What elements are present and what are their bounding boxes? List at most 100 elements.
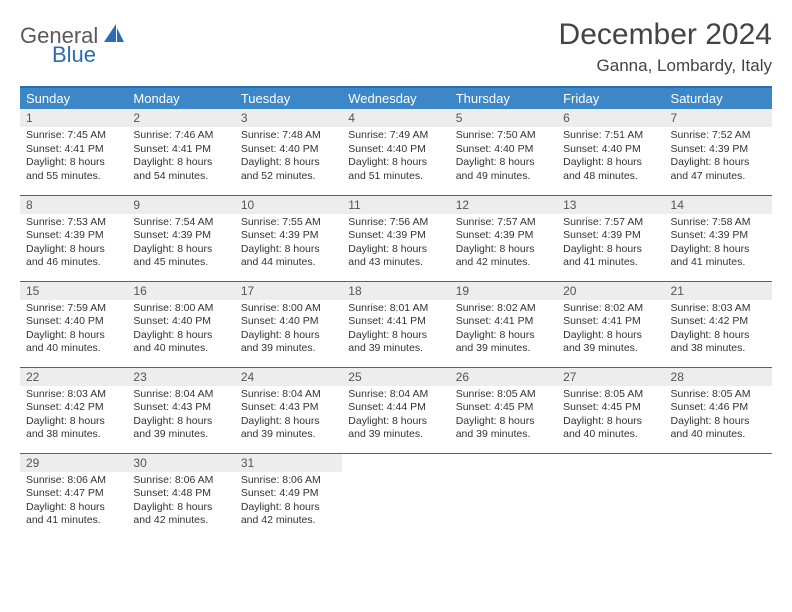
sunrise-line: Sunrise: 8:04 AM — [241, 388, 336, 402]
sunrise-line: Sunrise: 7:59 AM — [26, 302, 121, 316]
day-number: 3 — [235, 109, 342, 127]
calendar-day-cell: 27Sunrise: 8:05 AMSunset: 4:45 PMDayligh… — [557, 367, 664, 453]
daylight-line: Daylight: 8 hours and 39 minutes. — [348, 329, 443, 356]
sunset-line: Sunset: 4:39 PM — [26, 229, 121, 243]
sunset-line: Sunset: 4:39 PM — [671, 143, 766, 157]
calendar-day-cell: 30Sunrise: 8:06 AMSunset: 4:48 PMDayligh… — [127, 453, 234, 539]
daylight-line: Daylight: 8 hours and 39 minutes. — [241, 329, 336, 356]
calendar-day-cell: 16Sunrise: 8:00 AMSunset: 4:40 PMDayligh… — [127, 281, 234, 367]
sunset-line: Sunset: 4:49 PM — [241, 487, 336, 501]
day-number: 10 — [235, 196, 342, 214]
day-number: 26 — [450, 368, 557, 386]
daylight-line: Daylight: 8 hours and 39 minutes. — [348, 415, 443, 442]
daylight-line: Daylight: 8 hours and 38 minutes. — [671, 329, 766, 356]
sunset-line: Sunset: 4:41 PM — [456, 315, 551, 329]
day-number: 30 — [127, 454, 234, 472]
day-number: 6 — [557, 109, 664, 127]
sunset-line: Sunset: 4:43 PM — [241, 401, 336, 415]
day-number: 5 — [450, 109, 557, 127]
day-details: Sunrise: 8:06 AMSunset: 4:49 PMDaylight:… — [235, 472, 342, 533]
logo: General Blue — [20, 18, 126, 49]
calendar-day-cell: 8Sunrise: 7:53 AMSunset: 4:39 PMDaylight… — [20, 195, 127, 281]
daylight-line: Daylight: 8 hours and 41 minutes. — [26, 501, 121, 528]
daylight-line: Daylight: 8 hours and 43 minutes. — [348, 243, 443, 270]
calendar-day-cell: 4Sunrise: 7:49 AMSunset: 4:40 PMDaylight… — [342, 109, 449, 195]
day-number: 1 — [20, 109, 127, 127]
sunrise-line: Sunrise: 8:06 AM — [26, 474, 121, 488]
calendar-day-cell: 2Sunrise: 7:46 AMSunset: 4:41 PMDaylight… — [127, 109, 234, 195]
day-number: 27 — [557, 368, 664, 386]
calendar-day-cell: 12Sunrise: 7:57 AMSunset: 4:39 PMDayligh… — [450, 195, 557, 281]
day-details: Sunrise: 8:05 AMSunset: 4:45 PMDaylight:… — [450, 386, 557, 447]
sunset-line: Sunset: 4:40 PM — [456, 143, 551, 157]
sunrise-line: Sunrise: 8:06 AM — [133, 474, 228, 488]
sunrise-line: Sunrise: 7:52 AM — [671, 129, 766, 143]
day-details: Sunrise: 7:49 AMSunset: 4:40 PMDaylight:… — [342, 127, 449, 188]
calendar-day-cell: 7Sunrise: 7:52 AMSunset: 4:39 PMDaylight… — [665, 109, 772, 195]
day-details: Sunrise: 7:56 AMSunset: 4:39 PMDaylight:… — [342, 214, 449, 275]
sunrise-line: Sunrise: 7:58 AM — [671, 216, 766, 230]
daylight-line: Daylight: 8 hours and 39 minutes. — [563, 329, 658, 356]
calendar-day-cell: 18Sunrise: 8:01 AMSunset: 4:41 PMDayligh… — [342, 281, 449, 367]
day-number: 24 — [235, 368, 342, 386]
weekday-tuesday: Tuesday — [235, 87, 342, 109]
sunset-line: Sunset: 4:45 PM — [456, 401, 551, 415]
day-number: 23 — [127, 368, 234, 386]
sunset-line: Sunset: 4:39 PM — [241, 229, 336, 243]
calendar-day-cell: 29Sunrise: 8:06 AMSunset: 4:47 PMDayligh… — [20, 453, 127, 539]
day-details: Sunrise: 8:03 AMSunset: 4:42 PMDaylight:… — [665, 300, 772, 361]
calendar-day-cell: 23Sunrise: 8:04 AMSunset: 4:43 PMDayligh… — [127, 367, 234, 453]
day-details: Sunrise: 8:04 AMSunset: 4:43 PMDaylight:… — [127, 386, 234, 447]
weekday-thursday: Thursday — [450, 87, 557, 109]
calendar-week-row: 8Sunrise: 7:53 AMSunset: 4:39 PMDaylight… — [20, 195, 772, 281]
sunset-line: Sunset: 4:47 PM — [26, 487, 121, 501]
day-number: 4 — [342, 109, 449, 127]
daylight-line: Daylight: 8 hours and 41 minutes. — [563, 243, 658, 270]
day-number: 15 — [20, 282, 127, 300]
day-details: Sunrise: 8:06 AMSunset: 4:47 PMDaylight:… — [20, 472, 127, 533]
daylight-line: Daylight: 8 hours and 40 minutes. — [26, 329, 121, 356]
sunrise-line: Sunrise: 8:00 AM — [241, 302, 336, 316]
daylight-line: Daylight: 8 hours and 51 minutes. — [348, 156, 443, 183]
day-number: 14 — [665, 196, 772, 214]
day-number: 8 — [20, 196, 127, 214]
sunrise-line: Sunrise: 8:04 AM — [133, 388, 228, 402]
day-details: Sunrise: 7:45 AMSunset: 4:41 PMDaylight:… — [20, 127, 127, 188]
daylight-line: Daylight: 8 hours and 40 minutes. — [133, 329, 228, 356]
sunrise-line: Sunrise: 7:53 AM — [26, 216, 121, 230]
daylight-line: Daylight: 8 hours and 42 minutes. — [456, 243, 551, 270]
day-details: Sunrise: 8:02 AMSunset: 4:41 PMDaylight:… — [450, 300, 557, 361]
sunset-line: Sunset: 4:40 PM — [26, 315, 121, 329]
day-number: 20 — [557, 282, 664, 300]
daylight-line: Daylight: 8 hours and 55 minutes. — [26, 156, 121, 183]
sunrise-line: Sunrise: 7:56 AM — [348, 216, 443, 230]
calendar-day-cell: 13Sunrise: 7:57 AMSunset: 4:39 PMDayligh… — [557, 195, 664, 281]
calendar-day-cell: 15 Sunrise: 7:59 AMSunset: 4:40 PMDayligh… — [20, 281, 127, 367]
calendar-day-cell: 26Sunrise: 8:05 AMSunset: 4:45 PMDayligh… — [450, 367, 557, 453]
sunrise-line: Sunrise: 8:05 AM — [563, 388, 658, 402]
day-number: 22 — [20, 368, 127, 386]
calendar-day-cell: .. — [557, 453, 664, 539]
calendar-day-cell: 11Sunrise: 7:56 AMSunset: 4:39 PMDayligh… — [342, 195, 449, 281]
calendar-day-cell: 20Sunrise: 8:02 AMSunset: 4:41 PMDayligh… — [557, 281, 664, 367]
day-number: 29 — [20, 454, 127, 472]
logo-sail-icon — [102, 22, 126, 49]
day-number: 19 — [450, 282, 557, 300]
calendar-day-cell: 5 Sunrise: 7:50 AMSunset: 4:40 PMDaylight… — [450, 109, 557, 195]
logo-text-blue: Blue — [52, 42, 96, 67]
calendar-day-cell: 14Sunrise: 7:58 AMSunset: 4:39 PMDayligh… — [665, 195, 772, 281]
day-number: 17 — [235, 282, 342, 300]
daylight-line: Daylight: 8 hours and 39 minutes. — [456, 415, 551, 442]
sunset-line: Sunset: 4:40 PM — [348, 143, 443, 157]
sunset-line: Sunset: 4:46 PM — [671, 401, 766, 415]
sunrise-line: Sunrise: 8:04 AM — [348, 388, 443, 402]
daylight-line: Daylight: 8 hours and 49 minutes. — [456, 156, 551, 183]
sunrise-line: Sunrise: 7:50 AM — [456, 129, 551, 143]
calendar-day-cell: 19Sunrise: 8:02 AMSunset: 4:41 PMDayligh… — [450, 281, 557, 367]
day-number: 16 — [127, 282, 234, 300]
calendar-week-row: 29Sunrise: 8:06 AMSunset: 4:47 PMDayligh… — [20, 453, 772, 539]
daylight-line: Daylight: 8 hours and 52 minutes. — [241, 156, 336, 183]
calendar-day-cell: .. — [450, 453, 557, 539]
calendar-day-cell: 28Sunrise: 8:05 AMSunset: 4:46 PMDayligh… — [665, 367, 772, 453]
sunset-line: Sunset: 4:41 PM — [133, 143, 228, 157]
